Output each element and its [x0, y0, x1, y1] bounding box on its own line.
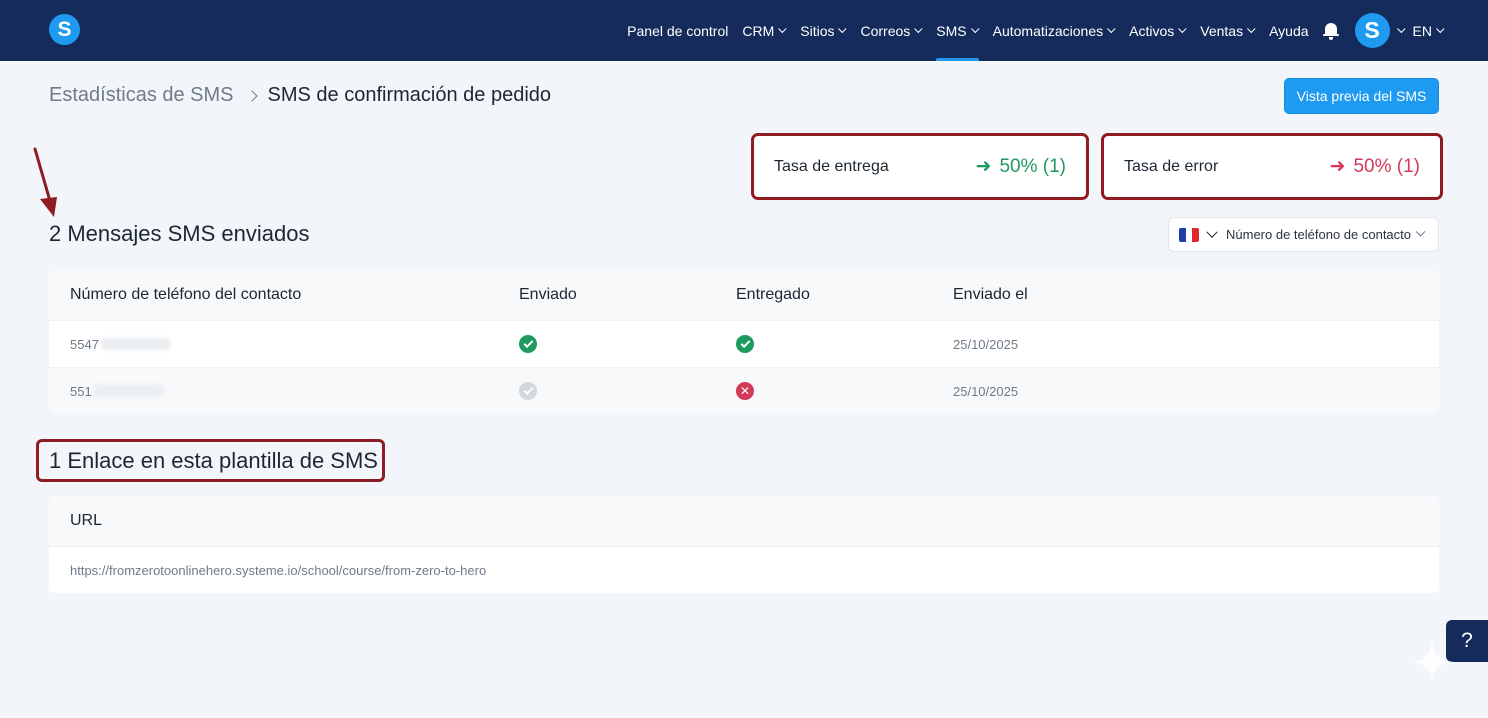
table-row: https://fromzerotoonlinehero.systeme.io/… — [49, 546, 1439, 593]
nav-ventas[interactable]: Ventas — [1193, 0, 1262, 61]
chevron-down-icon — [1247, 24, 1256, 33]
table-header: URL — [49, 496, 1439, 546]
phone-filter-select[interactable]: Número de teléfono de contacto — [1168, 217, 1439, 252]
nav-automatizaciones[interactable]: Automatizaciones — [986, 0, 1123, 61]
column-header-phone: Número de teléfono del contacto — [70, 286, 302, 303]
delivery-rate-value-wrap: ➜ 50% (1) — [976, 155, 1066, 178]
delivered-cell: ✕ — [736, 382, 953, 400]
main-nav: Panel de control CRM Sitios Correos SMS … — [620, 0, 1445, 61]
arrow-right-icon: ➜ — [1329, 156, 1346, 177]
check-circle-icon — [519, 335, 537, 353]
redacted-phone — [93, 385, 164, 397]
table-row: 5547 25/10/2025 — [49, 320, 1439, 367]
chevron-down-icon — [970, 24, 980, 33]
delivered-cell — [736, 335, 953, 353]
error-circle-icon: ✕ — [736, 382, 754, 400]
chevron-down-icon — [1206, 226, 1218, 238]
sent-cell — [519, 335, 736, 353]
chevron-down-icon — [778, 24, 787, 33]
chevron-down-icon — [1178, 24, 1187, 33]
nav-panel-de-control[interactable]: Panel de control — [627, 22, 729, 39]
column-header-sent-date: Enviado el — [953, 286, 1028, 303]
nav-crm[interactable]: CRM — [735, 0, 793, 61]
nav-activos[interactable]: Activos — [1122, 0, 1193, 61]
nav-sitios[interactable]: Sitios — [793, 0, 853, 61]
sent-cell — [519, 382, 736, 400]
messages-table: Número de teléfono del contacto Enviado … — [49, 270, 1439, 414]
app-logo[interactable]: S — [49, 14, 80, 45]
avatar[interactable]: S — [1354, 13, 1390, 48]
bell-icon[interactable] — [1322, 22, 1339, 40]
chevron-down-icon — [1436, 24, 1445, 33]
nav-ayuda[interactable]: Ayuda — [1269, 22, 1309, 39]
chevron-down-icon — [838, 24, 848, 33]
error-rate-card: Tasa de error ➜ 50% (1) — [1101, 133, 1443, 200]
chevron-right-icon — [245, 89, 258, 102]
sent-date-cell: 25/10/2025 — [953, 336, 1019, 352]
top-navbar: S Panel de control CRM Sitios Correos SM… — [0, 0, 1488, 61]
phone-filter-label: Número de teléfono de contacto — [1226, 227, 1412, 242]
chevron-down-icon — [914, 24, 923, 33]
links-section-title: 1 Enlace en esta plantilla de SMS — [49, 448, 378, 473]
breadcrumb-parent-link[interactable]: Estadísticas de SMS — [49, 84, 234, 106]
table-row: 551 ✕ 25/10/2025 — [49, 367, 1439, 414]
table-header: Número de teléfono del contacto Enviado … — [49, 270, 1439, 320]
sms-preview-button[interactable]: Vista previa del SMS — [1284, 78, 1439, 114]
column-header-sent: Enviado — [519, 286, 577, 303]
column-header-delivered: Entregado — [736, 286, 810, 303]
arrow-right-icon: ➜ — [975, 156, 992, 177]
nav-correos[interactable]: Correos — [853, 0, 929, 61]
chevron-down-icon[interactable] — [1396, 24, 1406, 33]
annotation-arrow-icon — [33, 147, 57, 217]
error-rate-value-wrap: ➜ 50% (1) — [1330, 155, 1420, 178]
check-circle-icon — [736, 335, 754, 353]
delivery-rate-value: 50% (1) — [999, 155, 1066, 177]
messages-section-title: 2 Mensajes SMS enviados — [49, 221, 310, 246]
page-title: SMS de confirmación de pedido — [267, 84, 552, 106]
check-circle-grey-icon — [519, 382, 537, 400]
delivery-rate-card: Tasa de entrega ➜ 50% (1) — [751, 133, 1089, 200]
redacted-phone — [100, 338, 171, 350]
delivery-rate-label: Tasa de entrega — [774, 157, 889, 175]
phone-cell: 5547 — [49, 337, 519, 352]
help-button[interactable]: ? — [1446, 620, 1488, 662]
links-title-highlight — [36, 439, 385, 482]
error-rate-value: 50% (1) — [1353, 155, 1420, 177]
chevron-down-icon — [1107, 24, 1116, 33]
sparkle-icon — [1410, 640, 1454, 684]
sent-date-cell: 25/10/2025 — [953, 383, 1019, 399]
chevron-down-icon — [1415, 226, 1426, 237]
error-rate-label: Tasa de error — [1124, 157, 1219, 175]
links-table: URL https://fromzerotoonlinehero.systeme… — [49, 496, 1439, 593]
france-flag-icon — [1179, 227, 1199, 242]
phone-cell: 551 — [49, 384, 519, 399]
column-header-url: URL — [70, 512, 103, 529]
link-url[interactable]: https://fromzerotoonlinehero.systeme.io/… — [70, 562, 487, 578]
breadcrumb: Estadísticas de SMS SMS de confirmación … — [49, 84, 551, 107]
language-selector[interactable]: EN — [1413, 0, 1445, 61]
nav-sms[interactable]: SMS — [929, 0, 985, 61]
